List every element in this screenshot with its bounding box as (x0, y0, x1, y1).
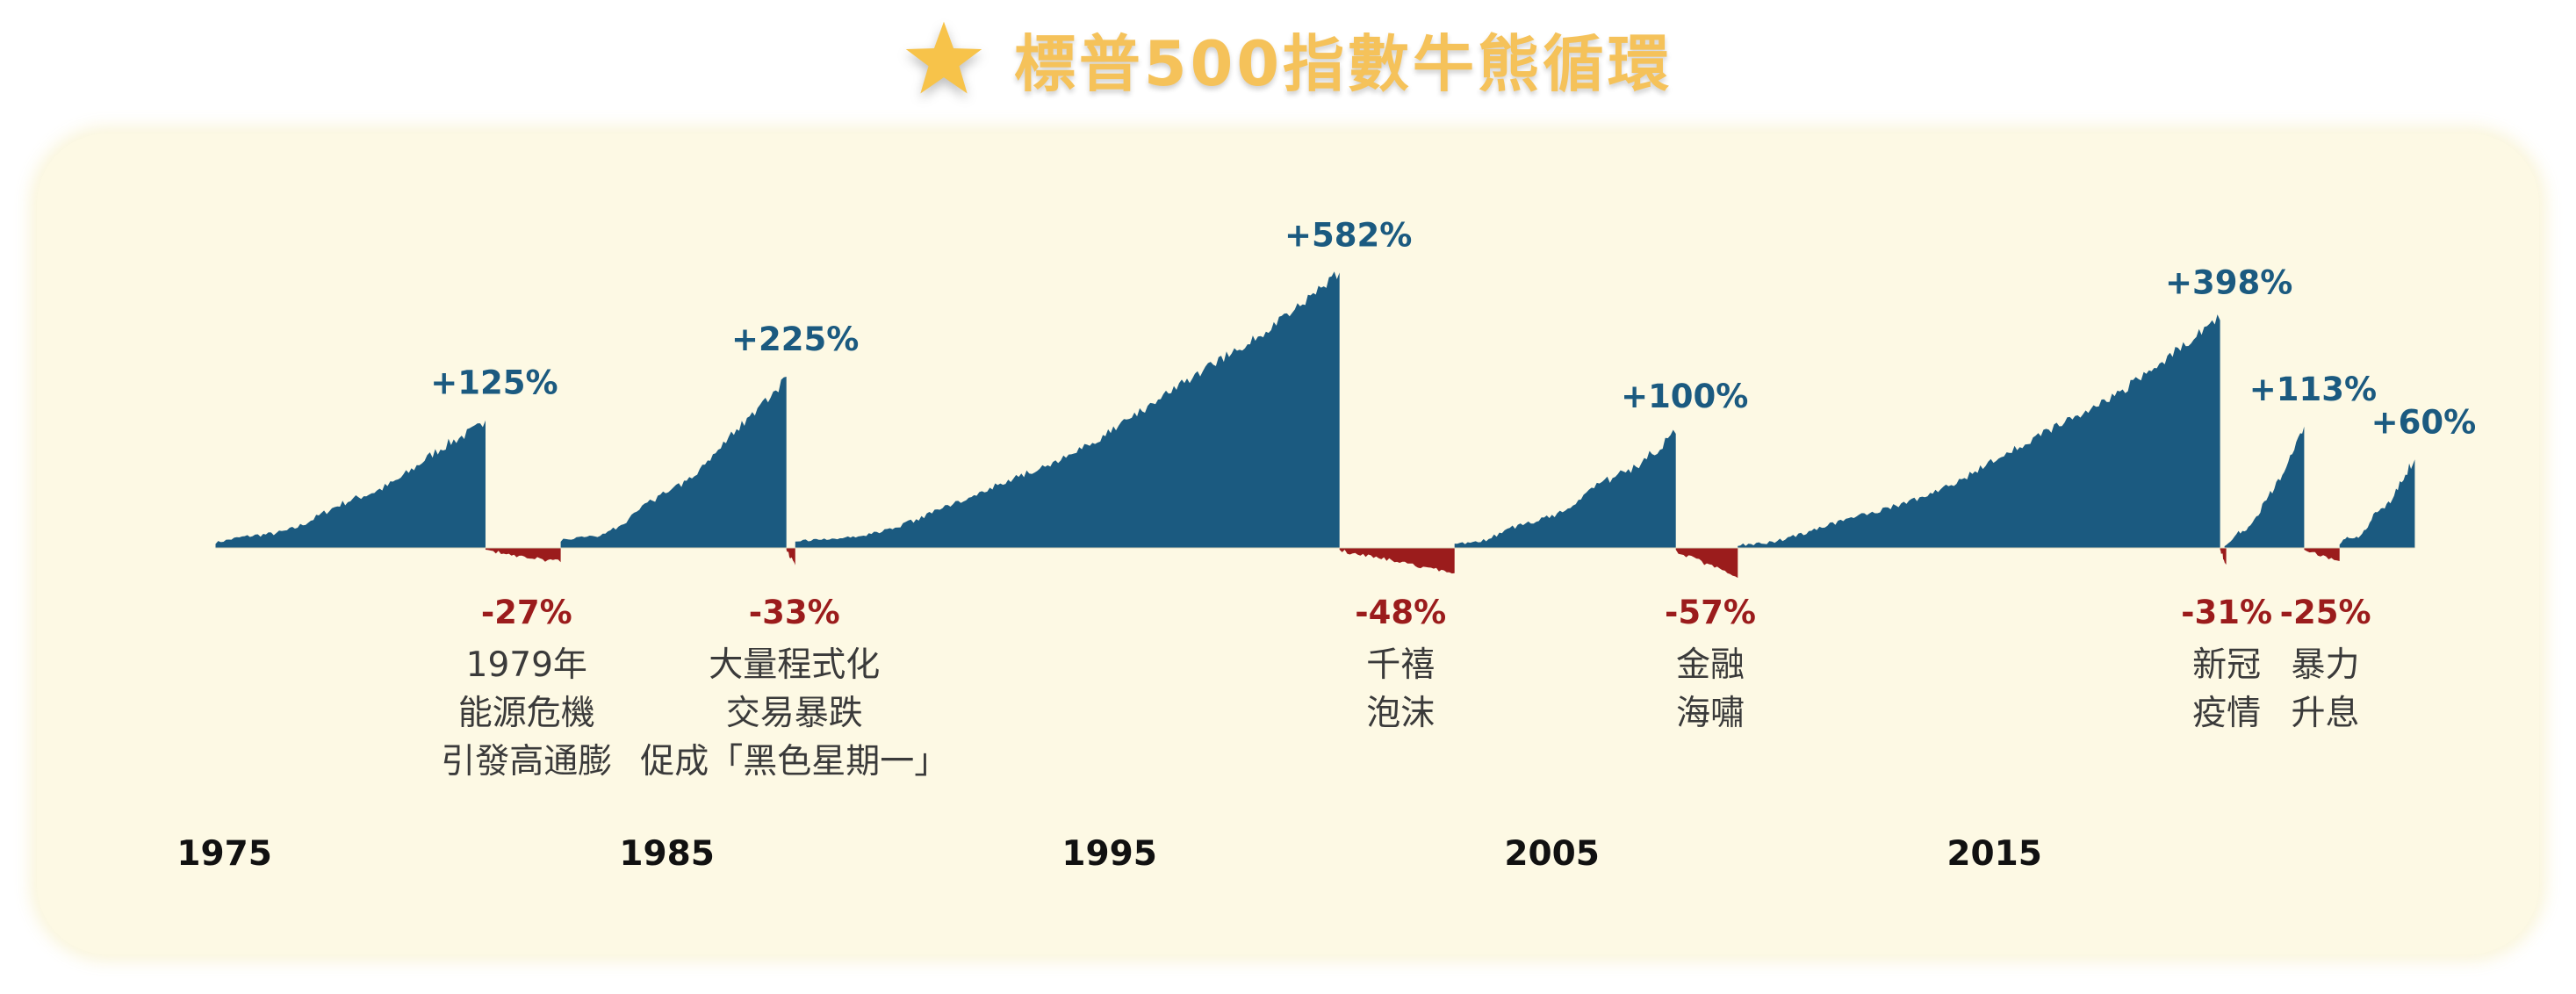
bear-event-1-line-3: 引發高通膨 (441, 742, 612, 782)
x-tick-1995: 1995 (1061, 834, 1157, 874)
bull-label-4: +100% (1621, 378, 1748, 415)
bear-area-4 (1675, 548, 1738, 579)
bull-label-1: +125% (430, 364, 558, 402)
bull-label-7: +60% (2371, 403, 2477, 441)
bear-event-4-line-2: 海嘯 (1676, 694, 1745, 733)
bull-area-3 (795, 271, 1340, 548)
x-tick-2005: 2005 (1504, 834, 1600, 874)
bear-label-1: -27% (481, 594, 572, 631)
bear-label-6: -25% (2280, 594, 2371, 631)
bear-event-6-line-2: 升息 (2292, 694, 2360, 733)
bear-label-5: -31% (2181, 594, 2272, 631)
bull-label-5: +398% (2165, 264, 2292, 302)
bear-label-3: -48% (1355, 594, 1446, 631)
bear-event-6-line-1: 暴力 (2292, 645, 2360, 685)
bear-event-3-line-2: 泡沫 (1366, 694, 1435, 733)
x-tick-1975: 1975 (176, 834, 272, 874)
bear-event-2-line-2: 交易暴跌 (726, 694, 863, 733)
bear-event-2-line-3: 促成「黑色星期一」 (640, 742, 948, 782)
bear-label-2: -33% (749, 594, 840, 631)
bull-label-6: +113% (2249, 371, 2377, 408)
bear-event-2-line-1: 大量程式化 (709, 645, 880, 685)
bear-area-2 (786, 548, 795, 565)
bear-area-3 (1339, 548, 1455, 574)
bear-event-5-line-2: 疫情 (2192, 694, 2261, 733)
bull-area-6 (2224, 426, 2305, 548)
bear-area-1 (485, 548, 561, 563)
chart-title-bar: 標普500指數牛熊循環 (0, 11, 2576, 107)
bull-area-7 (2339, 459, 2415, 548)
bear-event-3-line-1: 千禧 (1366, 645, 1435, 685)
bear-label-4: -57% (1665, 594, 1756, 631)
chart-title: 標普500指數牛熊循環 (1013, 27, 1673, 100)
bull-area-1 (215, 420, 486, 548)
bear-area-6 (2304, 548, 2340, 561)
bear-event-5-line-1: 新冠 (2192, 645, 2261, 685)
bear-event-1-line-2: 能源危機 (458, 694, 595, 733)
bull-label-2: +225% (731, 321, 859, 358)
x-tick-1985: 1985 (619, 834, 715, 874)
star-icon (905, 21, 982, 94)
bull-area-2 (560, 377, 787, 548)
bull-label-3: +582% (1284, 216, 1412, 254)
bear-event-1-line-1: 1979年 (466, 645, 587, 685)
bear-event-4-line-1: 金融 (1676, 645, 1745, 685)
bull-area-4 (1454, 429, 1676, 548)
bull-area-5 (1738, 314, 2220, 548)
x-tick-2015: 2015 (1946, 834, 2042, 874)
bear-area-5 (2220, 548, 2227, 565)
